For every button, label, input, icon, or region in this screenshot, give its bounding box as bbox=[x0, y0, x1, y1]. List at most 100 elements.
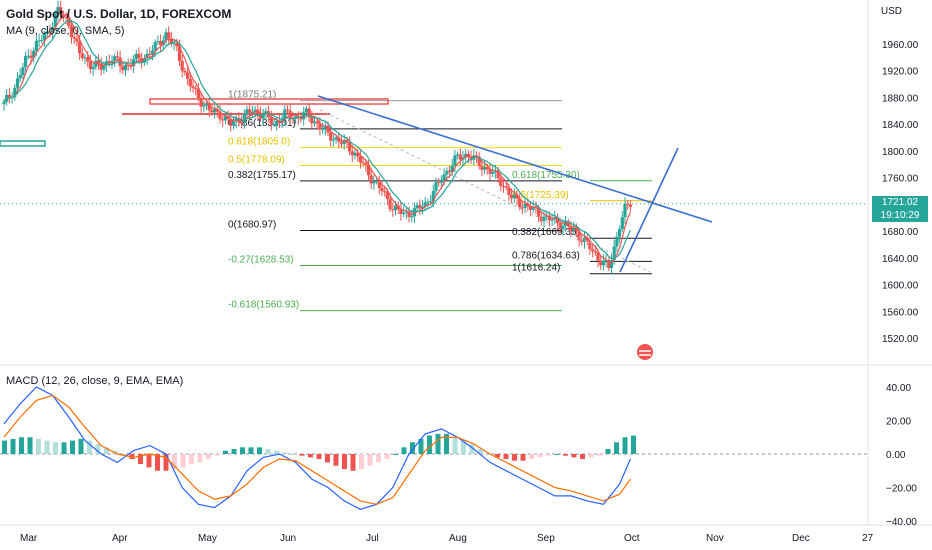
candle-body bbox=[339, 141, 344, 144]
candle-body bbox=[515, 194, 519, 199]
macd-histogram-bar bbox=[495, 454, 500, 458]
macd-histogram-bar bbox=[486, 454, 492, 455]
ma-indicator-label[interactable]: MA (9, close, 0, SMA, 5) bbox=[6, 25, 125, 37]
candle-body bbox=[194, 88, 198, 90]
candle-body bbox=[358, 156, 362, 163]
candle-body bbox=[229, 118, 233, 126]
macd-histogram-bar bbox=[350, 454, 356, 471]
us-flag-icon bbox=[637, 344, 653, 360]
candle-body bbox=[142, 58, 146, 63]
candle-body bbox=[501, 185, 506, 187]
macd-axis-tick: 20.00 bbox=[886, 417, 911, 428]
candle-body bbox=[442, 174, 446, 182]
candle-body bbox=[372, 181, 376, 184]
macd-histogram-bar bbox=[19, 437, 24, 454]
candle-body bbox=[580, 240, 584, 242]
ma-slow-line bbox=[3, 20, 631, 260]
candle-body bbox=[72, 37, 76, 39]
macd-histogram-bar bbox=[78, 438, 84, 454]
candle-body bbox=[102, 65, 106, 70]
candle-body bbox=[99, 63, 103, 70]
macd-histogram-bar bbox=[231, 448, 237, 454]
macd-histogram-bar bbox=[512, 454, 517, 461]
macd-histogram-bar bbox=[563, 454, 568, 456]
support-zone bbox=[0, 140, 46, 147]
macd-histogram-bar bbox=[554, 454, 560, 455]
downtrend-line bbox=[317, 95, 713, 223]
candle-body bbox=[267, 111, 271, 118]
breakout-line bbox=[619, 147, 679, 273]
macd-histogram-bar bbox=[206, 454, 211, 460]
candle-body bbox=[159, 41, 163, 45]
fib-level-label: 1(1875.21) bbox=[228, 90, 276, 101]
candle-body bbox=[129, 64, 133, 67]
candle-body bbox=[88, 61, 92, 70]
candle-body bbox=[491, 171, 495, 174]
candle-body bbox=[356, 152, 360, 157]
candle-body bbox=[369, 175, 373, 184]
candle-body bbox=[331, 139, 335, 141]
macd-histogram-bar bbox=[401, 447, 407, 454]
time-axis-tick: Oct bbox=[624, 533, 640, 544]
candle-body bbox=[537, 207, 541, 217]
candle-body bbox=[601, 260, 605, 266]
macd-histogram-bar bbox=[10, 438, 16, 454]
candle-body bbox=[623, 203, 627, 218]
candle-body bbox=[326, 125, 330, 133]
candle-body bbox=[248, 109, 252, 113]
candle-body bbox=[415, 205, 419, 209]
macd-histogram-bar bbox=[461, 440, 466, 454]
price-axis-tick: 1560.00 bbox=[882, 307, 919, 318]
candle-body bbox=[496, 170, 500, 179]
candle-body bbox=[59, 7, 63, 15]
macd-histogram-bar bbox=[172, 454, 177, 470]
fib-level-label: -0.27(1628.53) bbox=[228, 254, 294, 265]
candle-body bbox=[51, 27, 55, 33]
macd-histogram-bar bbox=[274, 450, 279, 454]
candle-body bbox=[402, 212, 406, 215]
macd-histogram-bar bbox=[333, 454, 339, 466]
fib-level-label: 0(1680.97) bbox=[228, 219, 276, 230]
symbol-title[interactable]: Gold Spot / U.S. Dollar, 1D, FOREXCOM bbox=[6, 7, 232, 21]
candle-body bbox=[113, 56, 117, 61]
candle-body bbox=[542, 216, 546, 222]
candle-body bbox=[67, 17, 71, 27]
candle-body bbox=[620, 217, 624, 230]
macd-histogram-bar bbox=[393, 454, 398, 455]
candle-body bbox=[399, 209, 403, 215]
bar-countdown: 19:10:29 bbox=[880, 210, 920, 221]
resistance-zone bbox=[149, 98, 389, 105]
candle-body bbox=[596, 252, 600, 261]
macd-histogram-bar bbox=[53, 442, 58, 454]
candle-body bbox=[237, 118, 241, 123]
candle-body bbox=[420, 206, 425, 209]
candle-body bbox=[275, 120, 279, 125]
fib-level-label: -0.618(1560.93) bbox=[228, 300, 299, 311]
candle-body bbox=[231, 121, 236, 126]
macd-histogram-bar bbox=[469, 443, 475, 454]
time-axis-tick: 27 bbox=[862, 533, 874, 544]
candle-body bbox=[34, 40, 38, 51]
candle-body bbox=[426, 202, 430, 204]
time-axis-tick: Aug bbox=[449, 533, 467, 544]
candle-body bbox=[42, 33, 47, 41]
candle-body bbox=[196, 88, 200, 98]
price-axis-tick: 1800.00 bbox=[882, 147, 919, 158]
candle-body bbox=[385, 191, 389, 199]
macd-histogram-bar bbox=[308, 454, 313, 458]
candle-body bbox=[480, 166, 484, 170]
price-axis-tick: 1600.00 bbox=[882, 281, 919, 292]
candle-body bbox=[510, 195, 514, 199]
candle-body bbox=[134, 53, 138, 60]
macd-histogram-bar bbox=[597, 454, 602, 456]
macd-histogram-bar bbox=[2, 440, 7, 454]
candle-body bbox=[91, 66, 95, 70]
candle-body bbox=[507, 187, 511, 196]
candle-body bbox=[78, 41, 82, 54]
macd-histogram-bar bbox=[444, 433, 449, 454]
macd-histogram-bar bbox=[214, 454, 220, 456]
macd-indicator-label[interactable]: MACD (12, 26, close, 9, EMA, EMA) bbox=[6, 375, 184, 387]
macd-axis-tick: 0.00 bbox=[886, 450, 906, 461]
